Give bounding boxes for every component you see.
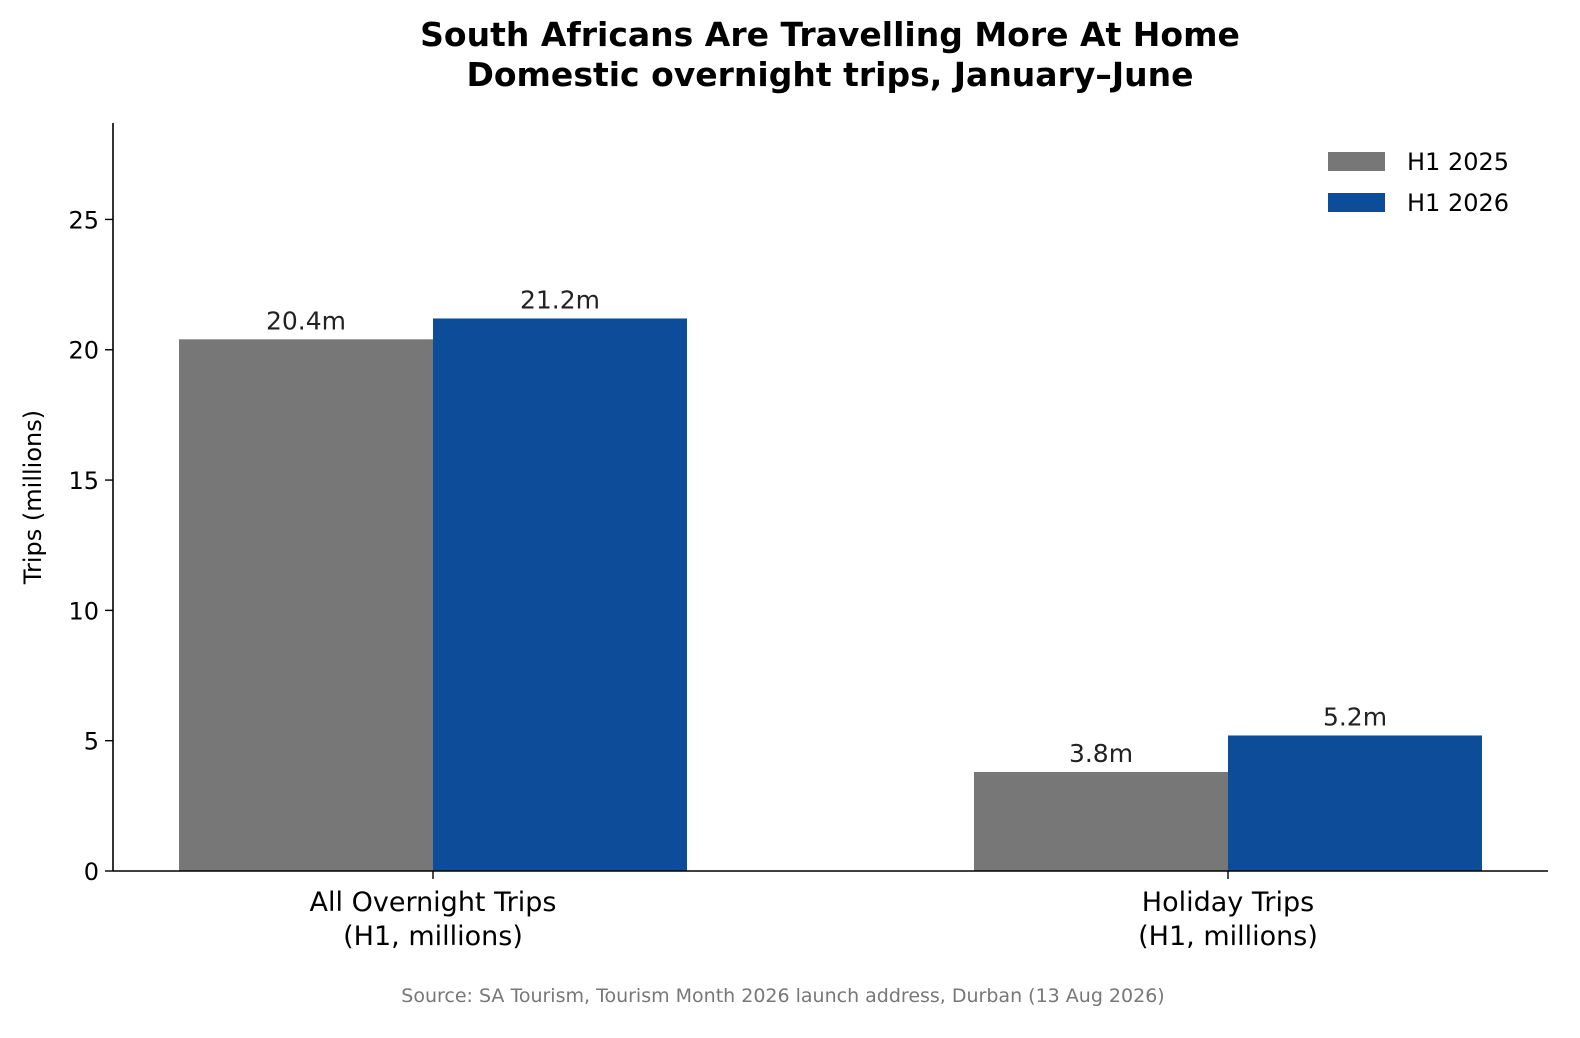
y-tick-label: 0 bbox=[84, 858, 99, 886]
plot-area: 20.4m 3.8m 21.2m 5.2m 0 5 10 15 20 25 All Overnigh… bbox=[68, 123, 1548, 952]
chart-subtitle: Domestic overnight trips, January–June bbox=[466, 55, 1193, 94]
y-axis-label: Trips (millions) bbox=[19, 410, 47, 585]
data-label: 21.2m bbox=[520, 285, 600, 314]
y-tick-label: 25 bbox=[68, 206, 99, 234]
bar bbox=[433, 318, 687, 871]
data-label: 5.2m bbox=[1323, 702, 1387, 731]
data-label: 20.4m bbox=[266, 306, 346, 335]
x-tick-label: All Overnight Trips bbox=[310, 887, 557, 918]
legend-swatch bbox=[1328, 152, 1385, 171]
y-tick-label: 10 bbox=[68, 597, 99, 625]
y-tick-label: 20 bbox=[68, 337, 99, 365]
legend-label: H1 2026 bbox=[1407, 189, 1509, 217]
y-tick-label: 15 bbox=[68, 467, 99, 495]
y-tick-label: 5 bbox=[84, 728, 99, 756]
x-tick-label: Holiday Trips bbox=[1142, 887, 1314, 918]
data-label: 3.8m bbox=[1069, 739, 1133, 768]
legend-swatch bbox=[1328, 193, 1385, 212]
chart-title: South Africans Are Travelling More At Ho… bbox=[420, 15, 1240, 54]
x-tick-label: (H1, millions) bbox=[1138, 921, 1318, 952]
bar bbox=[179, 339, 433, 871]
bar bbox=[974, 771, 1228, 871]
legend-label: H1 2025 bbox=[1407, 148, 1509, 176]
source-note: Source: SA Tourism, Tourism Month 2026 l… bbox=[401, 985, 1164, 1007]
bar bbox=[1228, 735, 1482, 871]
x-tick-label: (H1, millions) bbox=[343, 921, 523, 952]
legend: H1 2025 H1 2026 bbox=[1328, 148, 1509, 217]
